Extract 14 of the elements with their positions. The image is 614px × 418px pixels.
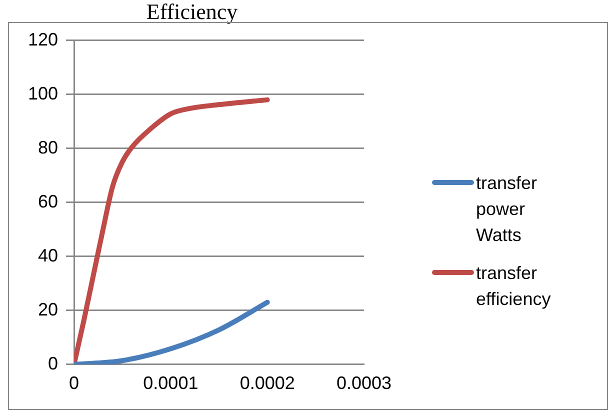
y-tick-label: 0 <box>48 353 58 374</box>
y-tick-label: 40 <box>38 245 58 266</box>
x-tick-label: 0.0003 <box>336 373 392 394</box>
y-tick-label: 20 <box>38 299 58 320</box>
chart-title: Efficiency <box>146 0 238 24</box>
legend-label: transfer efficiency <box>476 262 552 311</box>
y-tick-label: 60 <box>38 191 58 212</box>
y-tick-label: 80 <box>38 137 58 158</box>
y-tick-label: 120 <box>28 29 58 50</box>
legend-label: transfer power Watts <box>476 172 538 247</box>
x-tick-label: 0.0001 <box>143 373 198 394</box>
x-tick-label: 0 <box>69 373 80 394</box>
x-tick-label: 0.0002 <box>240 373 295 394</box>
y-tick-label: 100 <box>28 83 58 104</box>
